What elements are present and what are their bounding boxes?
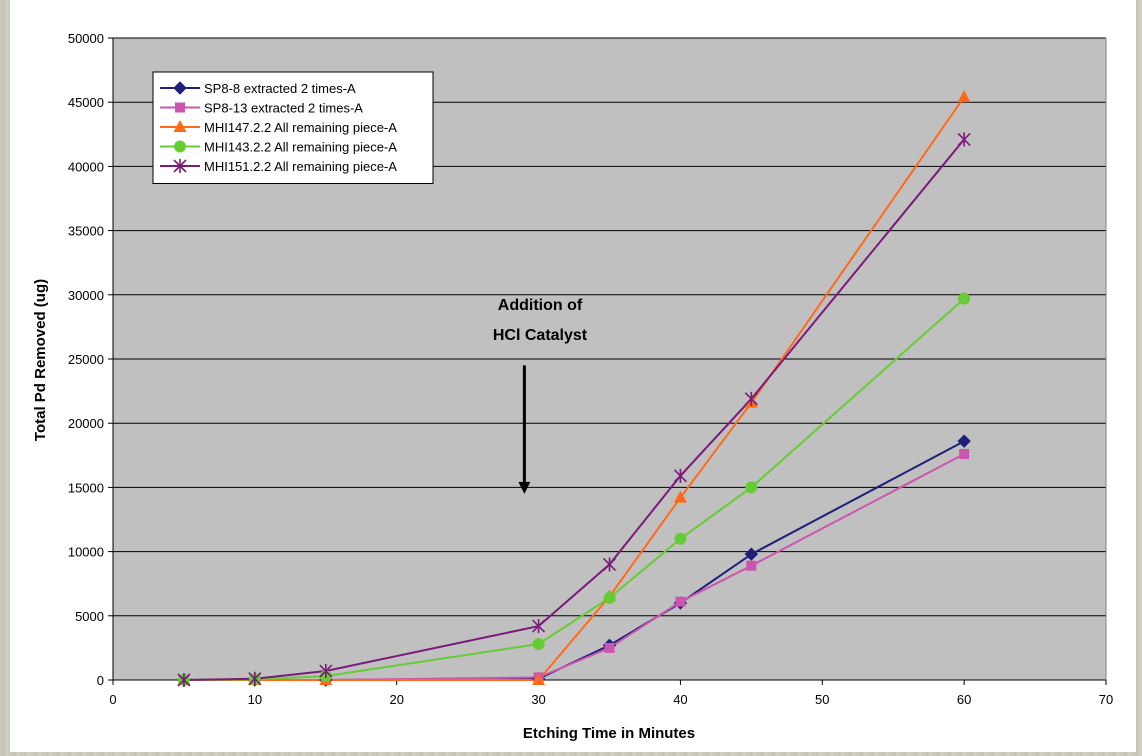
series-markers xyxy=(177,90,971,687)
series-4-point xyxy=(958,292,971,305)
series-5-point xyxy=(957,132,971,147)
chart-panel: 0 5000 10000 15000 20000 25000 30000 35000 40000… xyxy=(10,0,1136,752)
legend: SP8-8 extracted 2 times-A SP8-13 extracte… xyxy=(152,71,434,184)
x-axis-ticks: 0 10 20 30 40 50 60 70 xyxy=(109,680,1113,707)
series-3-point xyxy=(532,673,546,685)
y-axis-ticks: 0 5000 10000 15000 20000 25000 30000 35000 40000… xyxy=(68,31,113,688)
y-tick-label: 10000 xyxy=(68,545,104,560)
series-2-point xyxy=(604,642,615,653)
legend-label: MHI147.2.2 All remaining piece-A xyxy=(204,120,397,135)
series-2-point xyxy=(959,449,970,460)
legend-label: SP8-8 extracted 2 times-A xyxy=(204,81,356,96)
annotation: Addition of HCl Catalyst xyxy=(493,297,588,494)
x-tick-label: 60 xyxy=(957,692,971,707)
y-tick-label: 50000 xyxy=(68,31,104,46)
legend-marker xyxy=(174,140,186,153)
legend-label: MHI151.2.2 All remaining piece-A xyxy=(204,159,397,174)
y-tick-label: 20000 xyxy=(68,416,104,431)
x-axis-title: Etching Time in Minutes xyxy=(523,725,695,742)
x-tick-label: 0 xyxy=(109,692,116,707)
x-tick-label: 30 xyxy=(531,692,545,707)
x-tick-label: 10 xyxy=(248,692,262,707)
series-5-point xyxy=(248,671,262,686)
series-5-point xyxy=(602,557,617,572)
series-5-point xyxy=(673,468,687,483)
x-tick-label: 50 xyxy=(815,692,829,707)
y-tick-label: 35000 xyxy=(68,224,104,239)
legend-marker xyxy=(173,81,187,95)
series-5-point xyxy=(319,664,333,679)
y-tick-label: 40000 xyxy=(68,159,104,174)
series-1-point xyxy=(957,434,971,448)
y-tick-label: 45000 xyxy=(68,95,104,110)
y-tick-label: 25000 xyxy=(68,352,104,367)
series-4-point xyxy=(603,591,616,604)
series-line-4 xyxy=(183,297,965,681)
annotation-line-1: Addition of xyxy=(498,297,583,314)
legend-marker xyxy=(173,159,187,173)
series-1-point xyxy=(744,547,759,561)
x-tick-label: 70 xyxy=(1099,692,1113,707)
series-5-point xyxy=(532,619,546,634)
y-tick-label: 5000 xyxy=(75,609,104,624)
series-3-point xyxy=(673,490,687,503)
series-4-point xyxy=(745,481,758,494)
legend-label: MHI143.2.2 All remaining piece-A xyxy=(204,140,397,155)
line-chart: 0 5000 10000 15000 20000 25000 30000 35000 40000… xyxy=(32,31,1113,742)
y-tick-label: 0 xyxy=(97,673,104,688)
legend-marker xyxy=(175,102,185,113)
y-tick-label: 15000 xyxy=(68,480,104,495)
annotation-line-2: HCl Catalyst xyxy=(493,327,588,344)
series-2-point xyxy=(675,596,686,607)
series-line-3 xyxy=(183,96,965,681)
series-5-point xyxy=(177,673,191,687)
series-5-point xyxy=(744,391,758,406)
x-tick-label: 40 xyxy=(673,692,687,707)
legend-label: SP8-13 extracted 2 times-A xyxy=(204,101,363,116)
annotation-arrow-head xyxy=(518,481,531,494)
series-line-5 xyxy=(183,138,965,681)
y-tick-label: 30000 xyxy=(68,288,104,303)
series-2-point xyxy=(746,560,757,571)
series-3-point xyxy=(957,90,971,103)
y-axis-title: Total Pd Removed (ug) xyxy=(32,279,49,441)
series-lines xyxy=(183,96,965,681)
x-tick-label: 20 xyxy=(389,692,403,707)
legend-marker xyxy=(173,120,187,132)
series-4-point xyxy=(532,638,545,651)
series-4-point xyxy=(674,532,687,545)
